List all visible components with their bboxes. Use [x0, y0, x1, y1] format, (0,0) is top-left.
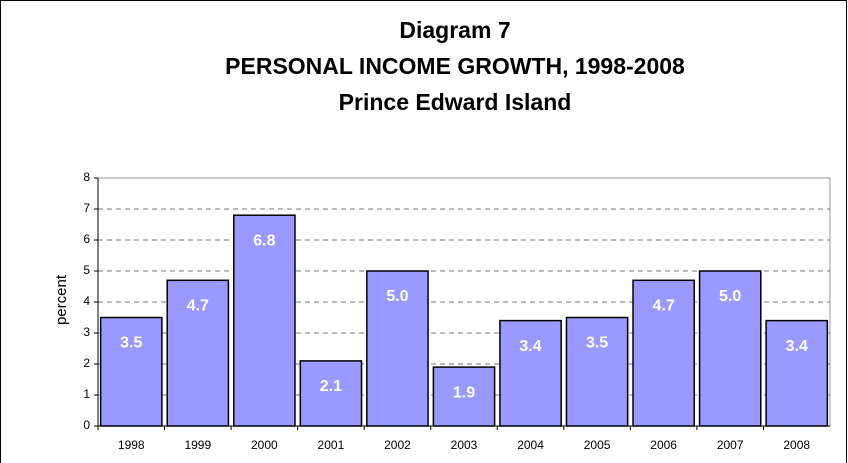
- data-label: 4.7: [187, 298, 209, 315]
- data-label: 3.4: [786, 338, 808, 355]
- bar: [299, 360, 363, 427]
- bar: [565, 316, 629, 427]
- x-tick-label: 2003: [451, 438, 478, 452]
- data-label: 4.7: [653, 298, 675, 315]
- y-tick-label: 0: [83, 418, 90, 432]
- data-label: 5.0: [386, 288, 408, 305]
- data-label: 6.8: [253, 232, 275, 249]
- x-tick-label: 1998: [118, 438, 145, 452]
- data-label: 5.0: [719, 288, 741, 305]
- bar: [99, 316, 163, 427]
- x-tick-label: 2008: [783, 438, 810, 452]
- bar: [765, 319, 829, 427]
- data-label: 3.5: [120, 335, 142, 352]
- x-tick-label: 2004: [517, 438, 544, 452]
- y-axis-label: percent: [53, 274, 70, 325]
- chart-title: Diagram 7: [399, 17, 510, 43]
- y-tick-label: 5: [83, 263, 90, 277]
- bar: [166, 279, 230, 427]
- chart-title: PERSONAL INCOME GROWTH, 1998-2008: [225, 53, 685, 79]
- x-tick-label: 2007: [717, 438, 744, 452]
- bar: [698, 270, 762, 427]
- y-tick-label: 3: [83, 325, 90, 339]
- y-tick-label: 8: [83, 170, 90, 184]
- x-tick-label: 1999: [184, 438, 211, 452]
- x-tick-label: 2000: [251, 438, 278, 452]
- y-tick-label: 4: [83, 294, 90, 308]
- data-label: 2.1: [320, 378, 342, 395]
- y-tick-label: 6: [83, 232, 90, 246]
- data-label: 3.4: [519, 338, 541, 355]
- y-tick-label: 1: [83, 387, 90, 401]
- chart-title: Prince Edward Island: [339, 89, 572, 115]
- data-label: 1.9: [453, 384, 475, 401]
- x-tick-label: 2002: [384, 438, 411, 452]
- bar: [432, 366, 496, 427]
- bar: [233, 214, 296, 427]
- data-label: 3.5: [586, 335, 608, 352]
- bar: [366, 270, 429, 427]
- y-tick-label: 2: [83, 356, 90, 370]
- x-tick-label: 2005: [584, 438, 611, 452]
- x-tick-label: 2006: [650, 438, 677, 452]
- bar: [632, 279, 695, 427]
- x-tick-label: 2001: [318, 438, 345, 452]
- bar: [499, 319, 562, 427]
- y-tick-label: 7: [83, 201, 90, 215]
